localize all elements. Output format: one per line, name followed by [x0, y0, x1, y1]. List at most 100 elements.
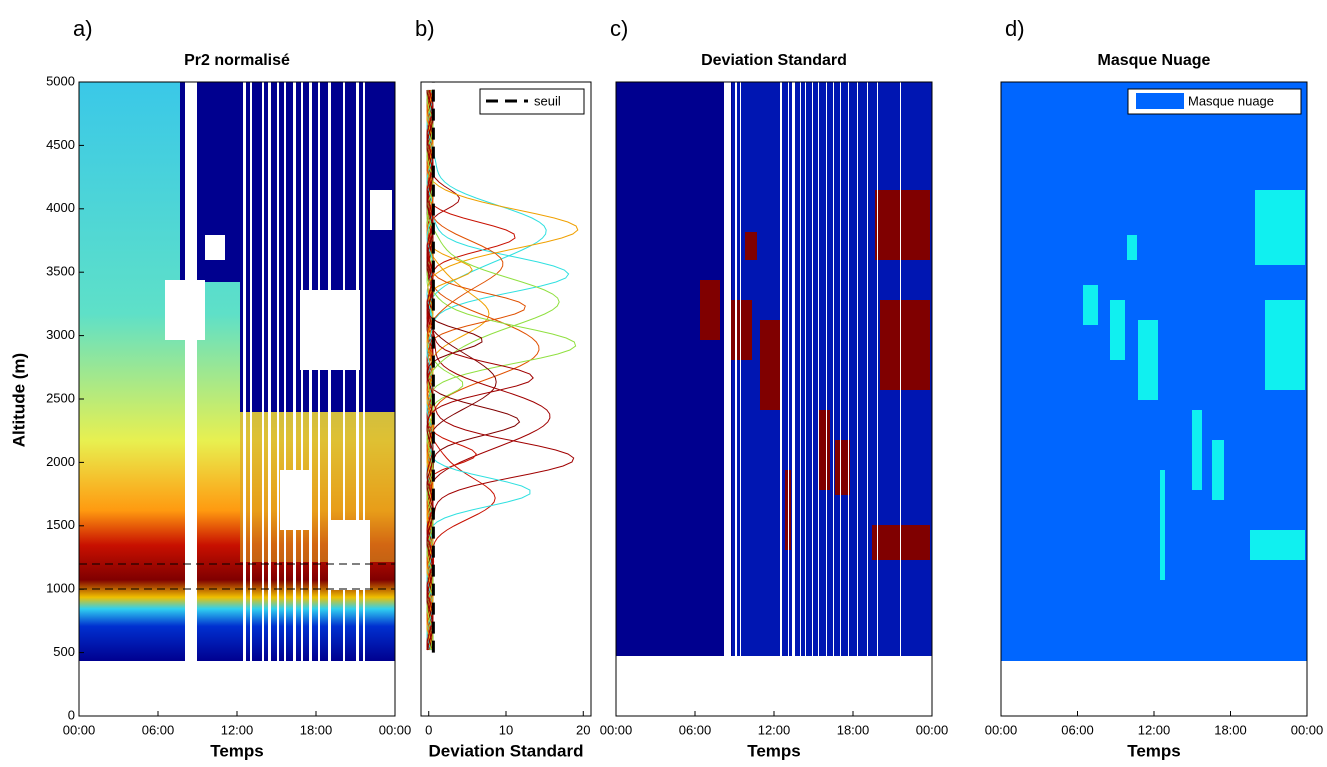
cloud-gap [165, 280, 205, 340]
gap-stripe [318, 82, 320, 661]
panel-label: d) [1005, 16, 1025, 41]
profile-curve [426, 89, 490, 651]
cloud-mask [1192, 410, 1202, 490]
gap-stripe [277, 82, 279, 661]
plot-frame [420, 81, 592, 717]
profile-curve [426, 89, 534, 651]
x-tick-label: 00:00 [379, 722, 412, 737]
gap-stripe [792, 82, 795, 656]
y-tick-label: 3500 [46, 264, 75, 279]
profile-curve [426, 89, 483, 651]
x-tick-label: 18:00 [1214, 722, 1247, 737]
x-axis-title: Temps [210, 741, 264, 760]
cloud-gap [370, 190, 392, 230]
x-tick-label: 06:00 [679, 722, 712, 737]
x-tick-label: 0 [425, 722, 432, 737]
gap-stripe [788, 82, 789, 656]
x-tick-label: 12:00 [1138, 722, 1171, 737]
legend-label: Masque nuage [1188, 93, 1274, 108]
y-tick-label: 2000 [46, 454, 75, 469]
high-deviation [875, 190, 930, 260]
x-axis-title: Deviation Standard [429, 741, 584, 760]
x-axis-title: Temps [747, 741, 801, 760]
gap-stripe [262, 82, 264, 661]
cloud-mask [1083, 285, 1098, 325]
y-tick-label: 4500 [46, 137, 75, 152]
profile-curve [426, 89, 504, 651]
gap-stripe [309, 82, 312, 661]
legend-label: seuil [534, 93, 561, 108]
cloud-gap [205, 235, 225, 260]
x-tick-label: 20 [576, 722, 590, 737]
panel-title: Pr2 normalisé [184, 52, 290, 69]
gap-stripe [805, 82, 806, 656]
panel-label: a) [73, 16, 93, 41]
gap-stripe [724, 82, 731, 656]
x-tick-label: 00:00 [916, 722, 949, 737]
y-tick-label: 0 [68, 707, 75, 722]
x-tick-label: 18:00 [300, 722, 333, 737]
gap-stripe [877, 82, 878, 656]
gap-stripe [301, 82, 303, 661]
plot-frame [615, 81, 933, 717]
gap-stripe [826, 82, 827, 656]
gap-stripe [812, 82, 813, 656]
panel-label: b) [415, 16, 435, 41]
profile-curve [426, 89, 497, 651]
cloud-gap [330, 520, 370, 590]
gap-stripe [857, 82, 858, 656]
cloud-mask [1250, 530, 1305, 560]
cloud-mask [1212, 440, 1224, 500]
y-tick-label: 2500 [46, 390, 75, 405]
y-tick-label: 500 [53, 644, 75, 659]
legend-swatch [1136, 93, 1184, 109]
x-tick-label: 10 [499, 722, 513, 737]
x-tick-label: 12:00 [758, 722, 791, 737]
gap-stripe [900, 82, 901, 656]
plot-frame [78, 81, 396, 717]
gap-stripe [735, 82, 737, 656]
panel-label: c) [610, 16, 628, 41]
x-tick-label: 00:00 [985, 722, 1018, 737]
cloud-mask [1127, 235, 1137, 260]
gap-stripe [833, 82, 834, 656]
gap-stripe [293, 82, 296, 661]
gap-stripe [867, 82, 868, 656]
gap-stripe [780, 82, 782, 656]
cloud-mask [1110, 300, 1125, 360]
profile-curve [426, 89, 516, 651]
gap-stripe [740, 82, 741, 656]
x-tick-label: 06:00 [142, 722, 175, 737]
profile-curve [426, 89, 551, 651]
gap-stripe [800, 82, 801, 656]
profile-curve [426, 89, 570, 651]
y-tick-label: 4000 [46, 200, 75, 215]
y-tick-label: 1000 [46, 581, 75, 596]
cloud-mask [1275, 190, 1290, 230]
x-tick-label: 06:00 [1061, 722, 1094, 737]
cloud-gap [280, 470, 310, 530]
x-tick-label: 00:00 [600, 722, 633, 737]
gap-stripe [268, 82, 271, 661]
profile-curve [426, 89, 521, 651]
panel-title: Masque Nuage [1098, 52, 1211, 69]
high-deviation [880, 300, 930, 390]
cloud-mask [1265, 300, 1305, 390]
y-tick-label: 5000 [46, 73, 75, 88]
high-deviation [745, 232, 757, 260]
y-tick-label: 3000 [46, 327, 75, 342]
gap-stripe [328, 82, 331, 661]
profile-curve [426, 89, 531, 651]
x-tick-label: 00:00 [63, 722, 96, 737]
cloud-mask [1138, 320, 1158, 400]
cloud-gap [300, 290, 360, 370]
high-deviation [835, 440, 850, 495]
gap-stripe [250, 82, 252, 661]
high-deviation [818, 410, 830, 490]
x-tick-label: 00:00 [1291, 722, 1324, 737]
y-axis-title: Altitude (m) [9, 353, 28, 447]
x-tick-label: 12:00 [221, 722, 254, 737]
gap-stripe [363, 82, 365, 661]
high-deviation [700, 280, 720, 340]
